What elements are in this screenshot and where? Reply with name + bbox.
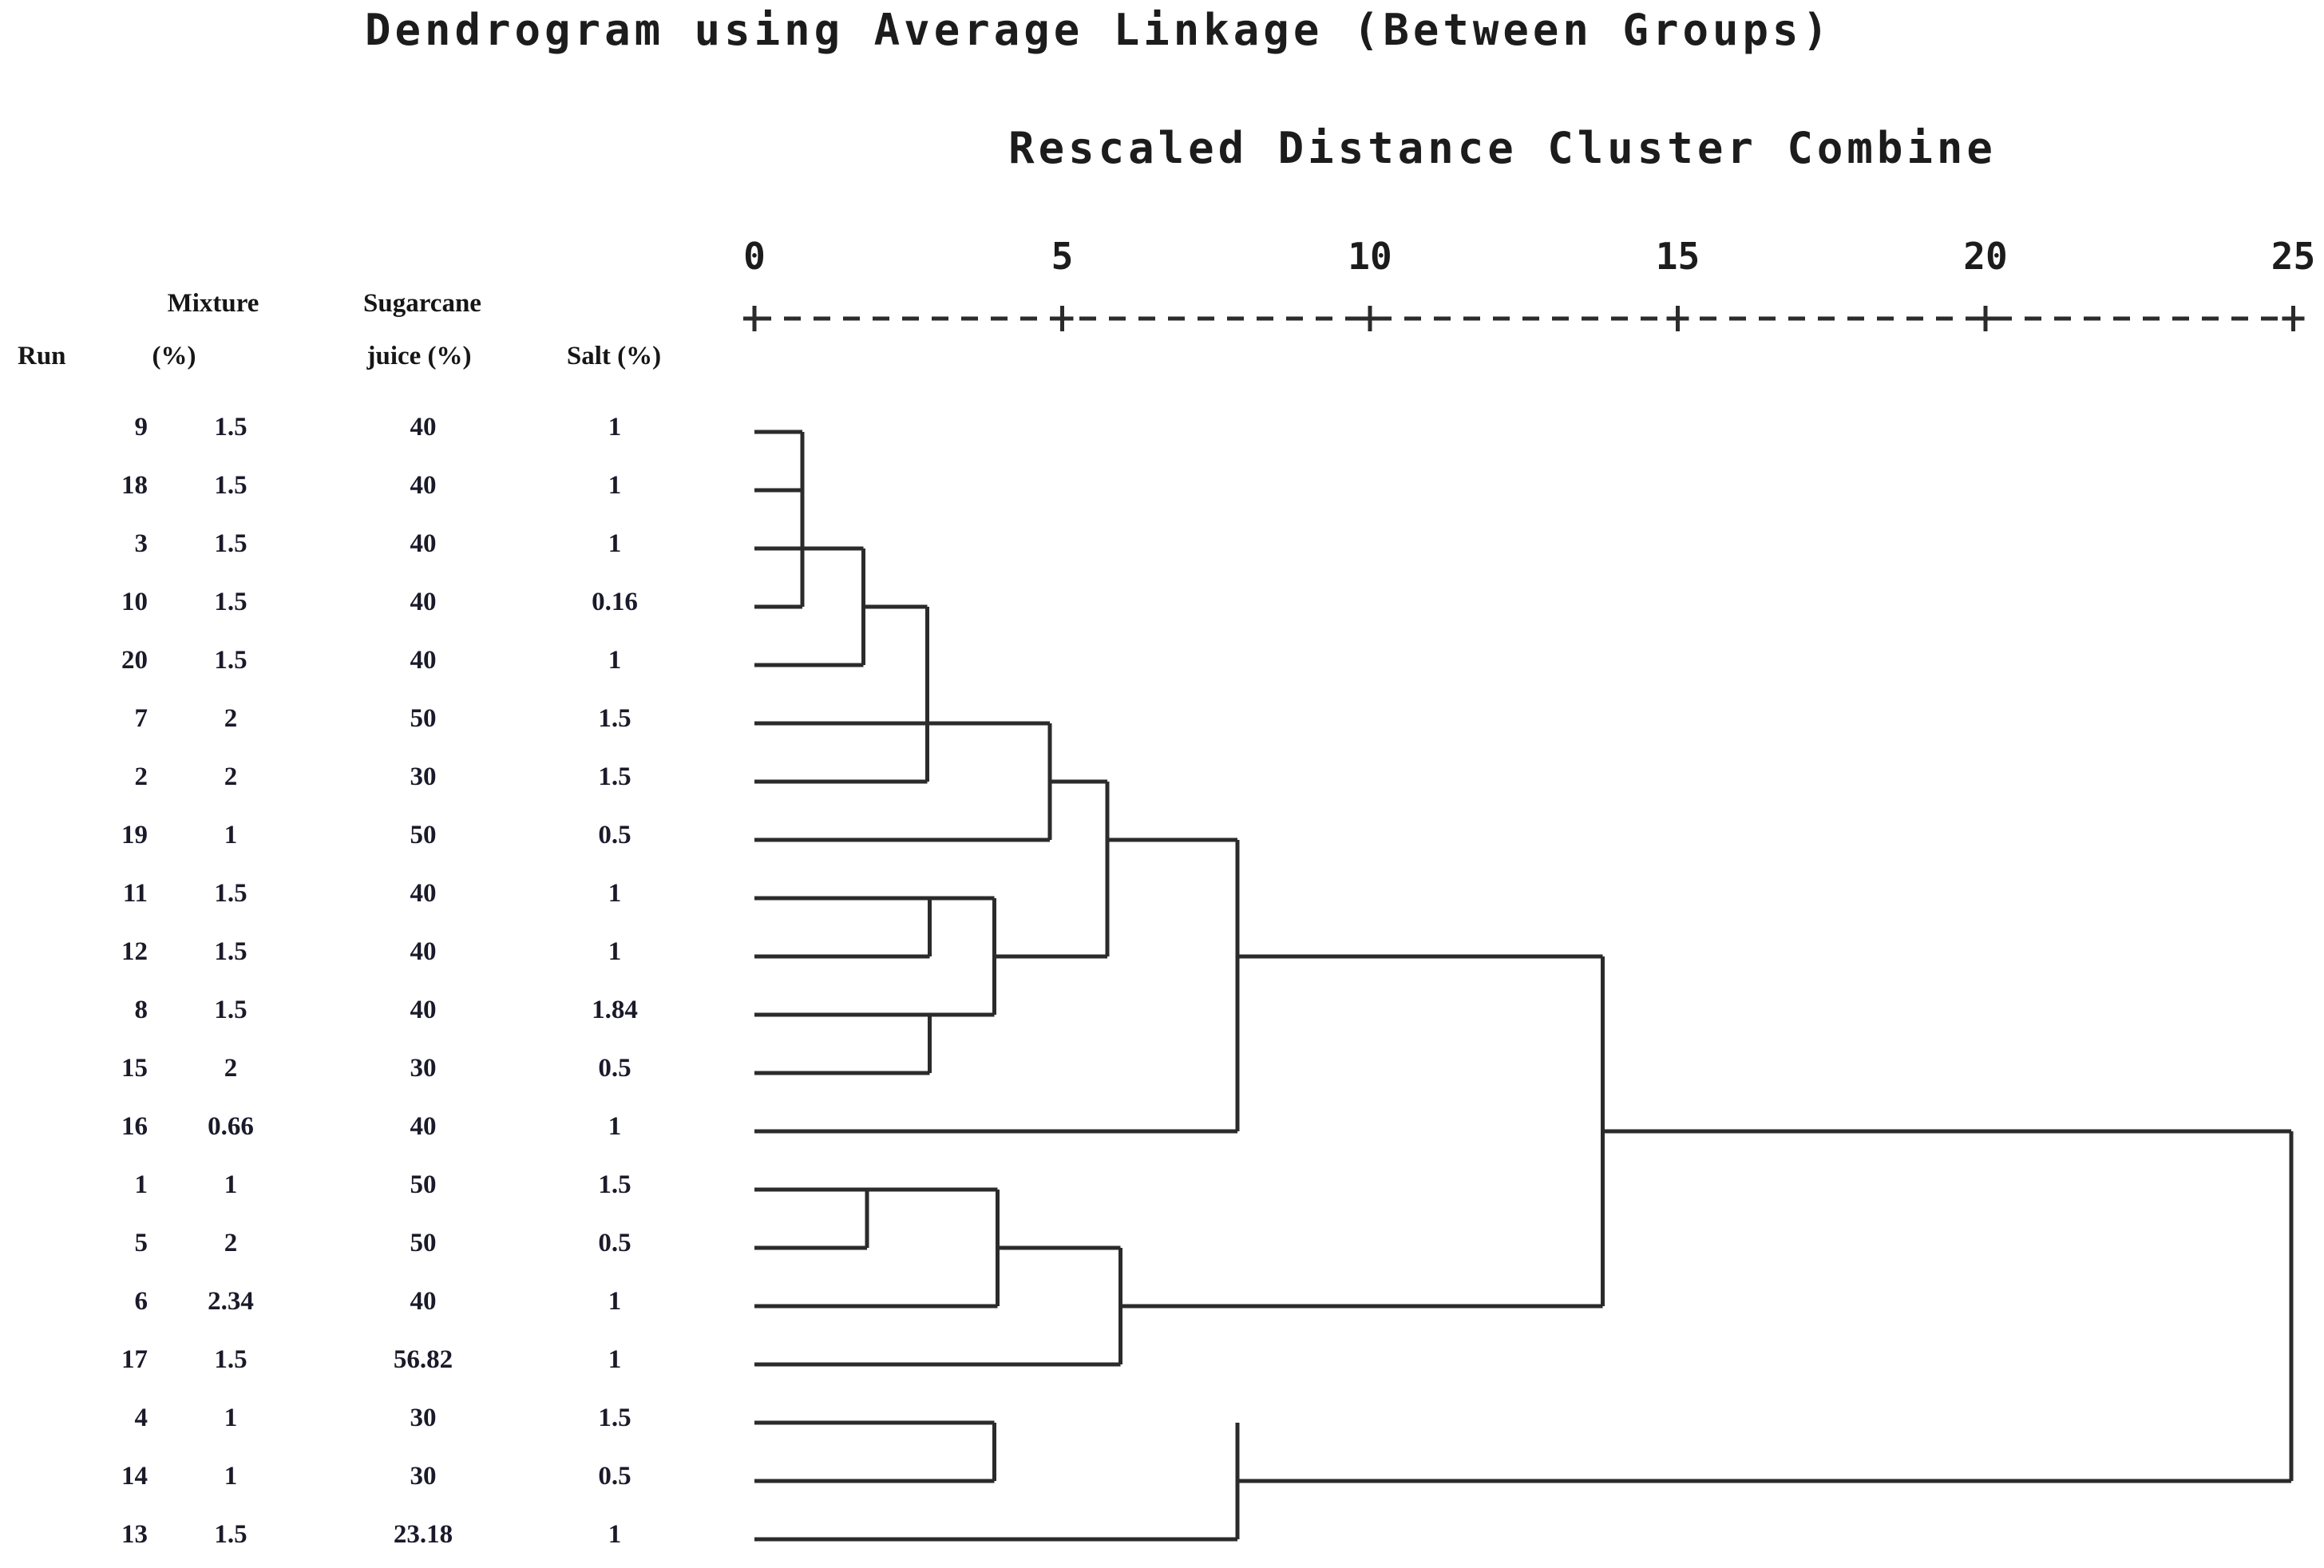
cell-juice: 40	[410, 996, 437, 1024]
cell-salt: 1	[608, 1520, 622, 1549]
cell-salt: 0.5	[598, 1229, 631, 1257]
axis-tick-label: 25	[2271, 235, 2316, 278]
cell-salt: 0.5	[598, 1462, 631, 1491]
cell-run: 17	[121, 1345, 148, 1374]
cell-salt: 1	[608, 1287, 622, 1316]
col-header-juice-line1: Sugarcane	[363, 289, 481, 318]
cell-mixture: 2	[224, 1229, 238, 1257]
cell-juice: 40	[410, 471, 437, 500]
cell-mixture: 1	[224, 821, 238, 849]
cell-mixture: 1.5	[214, 937, 247, 966]
col-header-mixture-line2: (%)	[152, 342, 196, 370]
cell-salt: 0.16	[592, 588, 638, 616]
cell-juice: 50	[410, 1170, 437, 1199]
cell-run: 12	[121, 937, 148, 966]
cell-run: 18	[121, 471, 148, 500]
cell-juice: 40	[410, 879, 437, 908]
cell-mixture: 2	[224, 1054, 238, 1083]
cell-mixture: 1.5	[214, 879, 247, 908]
cell-mixture: 1	[224, 1404, 238, 1432]
cell-mixture: 1.5	[214, 646, 247, 675]
cell-salt: 0.5	[598, 821, 631, 849]
cell-juice: 40	[410, 1112, 437, 1141]
col-header-mixture-line1: Mixture	[167, 289, 259, 318]
cell-mixture: 2.34	[208, 1287, 254, 1316]
cell-juice: 50	[410, 1229, 437, 1257]
cell-run: 5	[134, 1229, 148, 1257]
cell-mixture: 1	[224, 1462, 238, 1491]
cell-salt: 1	[608, 1345, 622, 1374]
cell-run: 13	[121, 1520, 148, 1549]
axis-tick-label: 15	[1655, 235, 1700, 278]
cell-juice: 40	[410, 588, 437, 616]
axis-tick-label: 10	[1348, 235, 1392, 278]
cell-juice: 40	[410, 646, 437, 675]
cell-salt: 1	[608, 1112, 622, 1141]
cell-mixture: 1.5	[214, 1345, 247, 1374]
cell-run: 11	[122, 879, 148, 908]
cell-run: 3	[134, 529, 148, 558]
cell-juice: 40	[410, 937, 437, 966]
cell-run: 15	[121, 1054, 148, 1083]
cell-juice: 50	[410, 821, 437, 849]
cell-run: 8	[134, 996, 148, 1024]
cell-salt: 1	[608, 646, 622, 675]
cell-run: 7	[134, 704, 148, 733]
cell-mixture: 1.5	[214, 588, 247, 616]
cell-mixture: 1.5	[214, 996, 247, 1024]
cell-salt: 1	[608, 937, 622, 966]
chart-title: Dendrogram using Average Linkage (Betwee…	[364, 5, 1833, 55]
col-header-juice-line2: juice (%)	[366, 342, 472, 370]
cell-juice: 30	[410, 1462, 437, 1491]
cell-salt: 1.5	[598, 762, 631, 791]
cell-run: 10	[121, 588, 148, 616]
cell-mixture: 0.66	[208, 1112, 254, 1141]
cell-salt: 1.5	[598, 1404, 631, 1432]
cell-run: 9	[134, 413, 148, 441]
cell-juice: 30	[410, 762, 437, 791]
axis-tick-label: 5	[1051, 235, 1074, 278]
col-header-salt: Salt (%)	[566, 342, 662, 370]
cell-juice: 40	[410, 413, 437, 441]
cell-salt: 1	[608, 471, 622, 500]
cell-salt: 1.84	[592, 996, 638, 1024]
cell-juice: 40	[410, 529, 437, 558]
cell-run: 19	[121, 821, 148, 849]
chart-subtitle: Rescaled Distance Cluster Combine	[1008, 123, 1997, 173]
cell-run: 6	[134, 1287, 148, 1316]
cell-salt: 1.5	[598, 1170, 631, 1199]
cell-salt: 1	[608, 879, 622, 908]
cell-salt: 0.5	[598, 1054, 631, 1083]
cell-juice: 30	[410, 1054, 437, 1083]
cell-salt: 1.5	[598, 704, 631, 733]
cell-salt: 1	[608, 413, 622, 441]
cell-mixture: 1.5	[214, 529, 247, 558]
axis-tick-label: 20	[1963, 235, 2008, 278]
cell-salt: 1	[608, 529, 622, 558]
cell-mixture: 1.5	[214, 1520, 247, 1549]
cell-mixture: 1.5	[214, 471, 247, 500]
cell-mixture: 1	[224, 1170, 238, 1199]
cell-juice: 56.82	[393, 1345, 453, 1374]
cell-run: 2	[134, 762, 148, 791]
cell-run: 14	[121, 1462, 148, 1491]
col-header-run: Run	[18, 342, 66, 370]
cell-juice: 40	[410, 1287, 437, 1316]
cell-mixture: 1.5	[214, 413, 247, 441]
cell-juice: 23.18	[393, 1520, 453, 1549]
cell-run: 16	[121, 1112, 148, 1141]
cell-juice: 30	[410, 1404, 437, 1432]
cell-run: 4	[134, 1404, 148, 1432]
cell-run: 1	[134, 1170, 148, 1199]
cell-run: 20	[121, 646, 148, 675]
cell-juice: 50	[410, 704, 437, 733]
cell-mixture: 2	[224, 704, 238, 733]
cell-mixture: 2	[224, 762, 238, 791]
axis-tick-label: 0	[743, 235, 766, 278]
